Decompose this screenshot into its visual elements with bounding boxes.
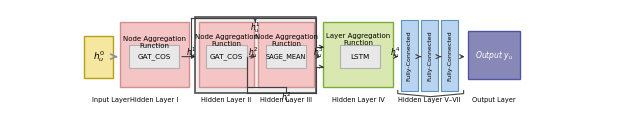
Text: Node Aggregation
Function: Node Aggregation Function: [195, 34, 258, 47]
Text: Fully-Connected: Fully-Connected: [447, 31, 452, 81]
Text: $h_{u}^{1}$: $h_{u}^{1}$: [250, 20, 260, 35]
Bar: [266, 45, 307, 68]
Text: GAT_COS: GAT_COS: [138, 53, 171, 60]
Text: Hidden Layer I: Hidden Layer I: [131, 97, 179, 103]
Text: Layer Aggregation
Function: Layer Aggregation Function: [326, 33, 390, 46]
Bar: [340, 45, 380, 68]
Bar: [401, 20, 418, 91]
Bar: [120, 22, 189, 87]
Text: $h_{u}^{1}$: $h_{u}^{1}$: [186, 45, 196, 60]
Text: Hidden Layer II: Hidden Layer II: [202, 97, 252, 103]
Text: Hidden Layer IV: Hidden Layer IV: [332, 97, 385, 103]
Text: $h_{u}^{4}$: $h_{u}^{4}$: [390, 45, 401, 60]
Text: $h_{u}^{0}$: $h_{u}^{0}$: [93, 50, 104, 64]
Bar: [129, 45, 179, 68]
Text: Fully-Connected: Fully-Connected: [407, 31, 412, 81]
Text: Output $y_{u}$: Output $y_{u}$: [474, 49, 513, 62]
Text: Fully-Connected: Fully-Connected: [427, 31, 432, 81]
Text: SAGE_MEAN: SAGE_MEAN: [266, 53, 307, 60]
Text: Node Aggregation
Function: Node Aggregation Function: [255, 34, 317, 47]
Text: Input Layer: Input Layer: [92, 97, 130, 103]
Text: Hidden Layer V–VII: Hidden Layer V–VII: [398, 97, 461, 103]
Text: LSTM: LSTM: [350, 54, 369, 60]
Bar: [441, 20, 458, 91]
Text: GAT_COS: GAT_COS: [210, 53, 243, 60]
Bar: [259, 22, 314, 87]
Text: Hidden Layer III: Hidden Layer III: [260, 97, 312, 103]
Bar: [206, 45, 246, 68]
Bar: [198, 22, 254, 87]
Text: Output Layer: Output Layer: [472, 97, 516, 103]
Text: $h_{u}^{2}$: $h_{u}^{2}$: [248, 45, 259, 60]
Text: Node Aggregation
Function: Node Aggregation Function: [123, 36, 186, 49]
Bar: [84, 36, 113, 78]
Text: $h_{u}^{2}$: $h_{u}^{2}$: [281, 90, 291, 105]
Bar: [467, 31, 520, 79]
Bar: [421, 20, 438, 91]
Bar: [195, 17, 316, 93]
Bar: [323, 22, 393, 87]
Text: $h_{u}^{3}$: $h_{u}^{3}$: [313, 45, 323, 60]
